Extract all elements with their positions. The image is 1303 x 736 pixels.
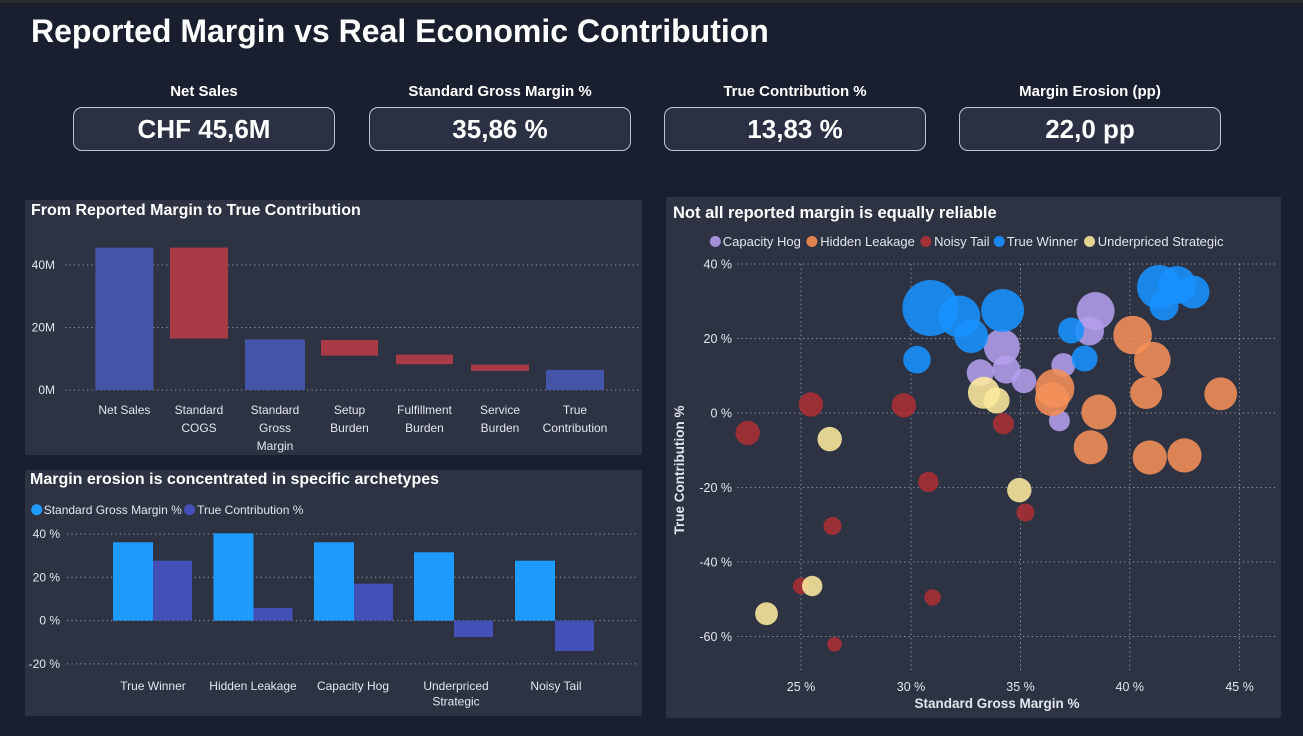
svg-text:True: True [563,403,588,417]
svg-text:Gross: Gross [259,421,291,435]
svg-text:Standard Gross Margin %: Standard Gross Margin % [44,503,182,517]
svg-text:-60 %: -60 % [699,630,732,644]
svg-text:Capacity Hog: Capacity Hog [317,679,389,693]
svg-text:40 %: 40 % [704,258,733,272]
svg-text:Fulfillment: Fulfillment [397,403,452,417]
svg-text:20 %: 20 % [704,332,733,346]
svg-text:Burden: Burden [481,421,520,435]
svg-text:Burden: Burden [330,421,369,435]
svg-text:Capacity Hog: Capacity Hog [723,234,801,249]
svg-text:Underpriced: Underpriced [423,679,488,693]
svg-text:Noisy Tail: Noisy Tail [934,234,990,249]
svg-text:Hidden Leakage: Hidden Leakage [820,234,915,249]
svg-text:True Winner: True Winner [120,679,186,693]
svg-text:-40 %: -40 % [699,556,732,570]
svg-text:25 %: 25 % [787,680,816,694]
svg-text:Underpriced Strategic: Underpriced Strategic [1098,234,1224,249]
svg-text:Setup: Setup [334,403,366,417]
svg-text:0 %: 0 % [39,614,60,628]
svg-text:Standard: Standard [251,403,300,417]
svg-text:0 %: 0 % [710,407,732,421]
svg-text:Hidden Leakage: Hidden Leakage [209,679,297,693]
svg-text:Burden: Burden [405,421,444,435]
svg-text:Contribution: Contribution [543,421,608,435]
svg-text:Noisy Tail: Noisy Tail [530,679,581,693]
svg-text:Standard: Standard [175,403,224,417]
svg-text:40 %: 40 % [33,527,61,541]
svg-text:-20 %: -20 % [699,481,732,495]
svg-text:40 %: 40 % [1116,680,1145,694]
svg-text:COGS: COGS [181,421,216,435]
svg-text:Strategic: Strategic [432,695,479,709]
svg-text:40M: 40M [32,258,55,272]
svg-text:45 %: 45 % [1225,680,1254,694]
svg-text:True Contribution %: True Contribution % [672,406,687,535]
svg-text:Margin: Margin [257,439,294,453]
svg-text:35 %: 35 % [1006,680,1035,694]
svg-text:30 %: 30 % [897,680,926,694]
svg-text:True Contribution %: True Contribution % [197,503,304,517]
svg-text:Service: Service [480,403,520,417]
svg-text:Standard Gross Margin %: Standard Gross Margin % [914,696,1079,711]
svg-text:True Winner: True Winner [1007,234,1079,249]
svg-text:-20 %: -20 % [29,657,61,671]
svg-text:20 %: 20 % [33,570,61,584]
svg-text:Net Sales: Net Sales [98,403,150,417]
svg-text:0M: 0M [38,383,55,397]
svg-text:20M: 20M [32,321,55,335]
